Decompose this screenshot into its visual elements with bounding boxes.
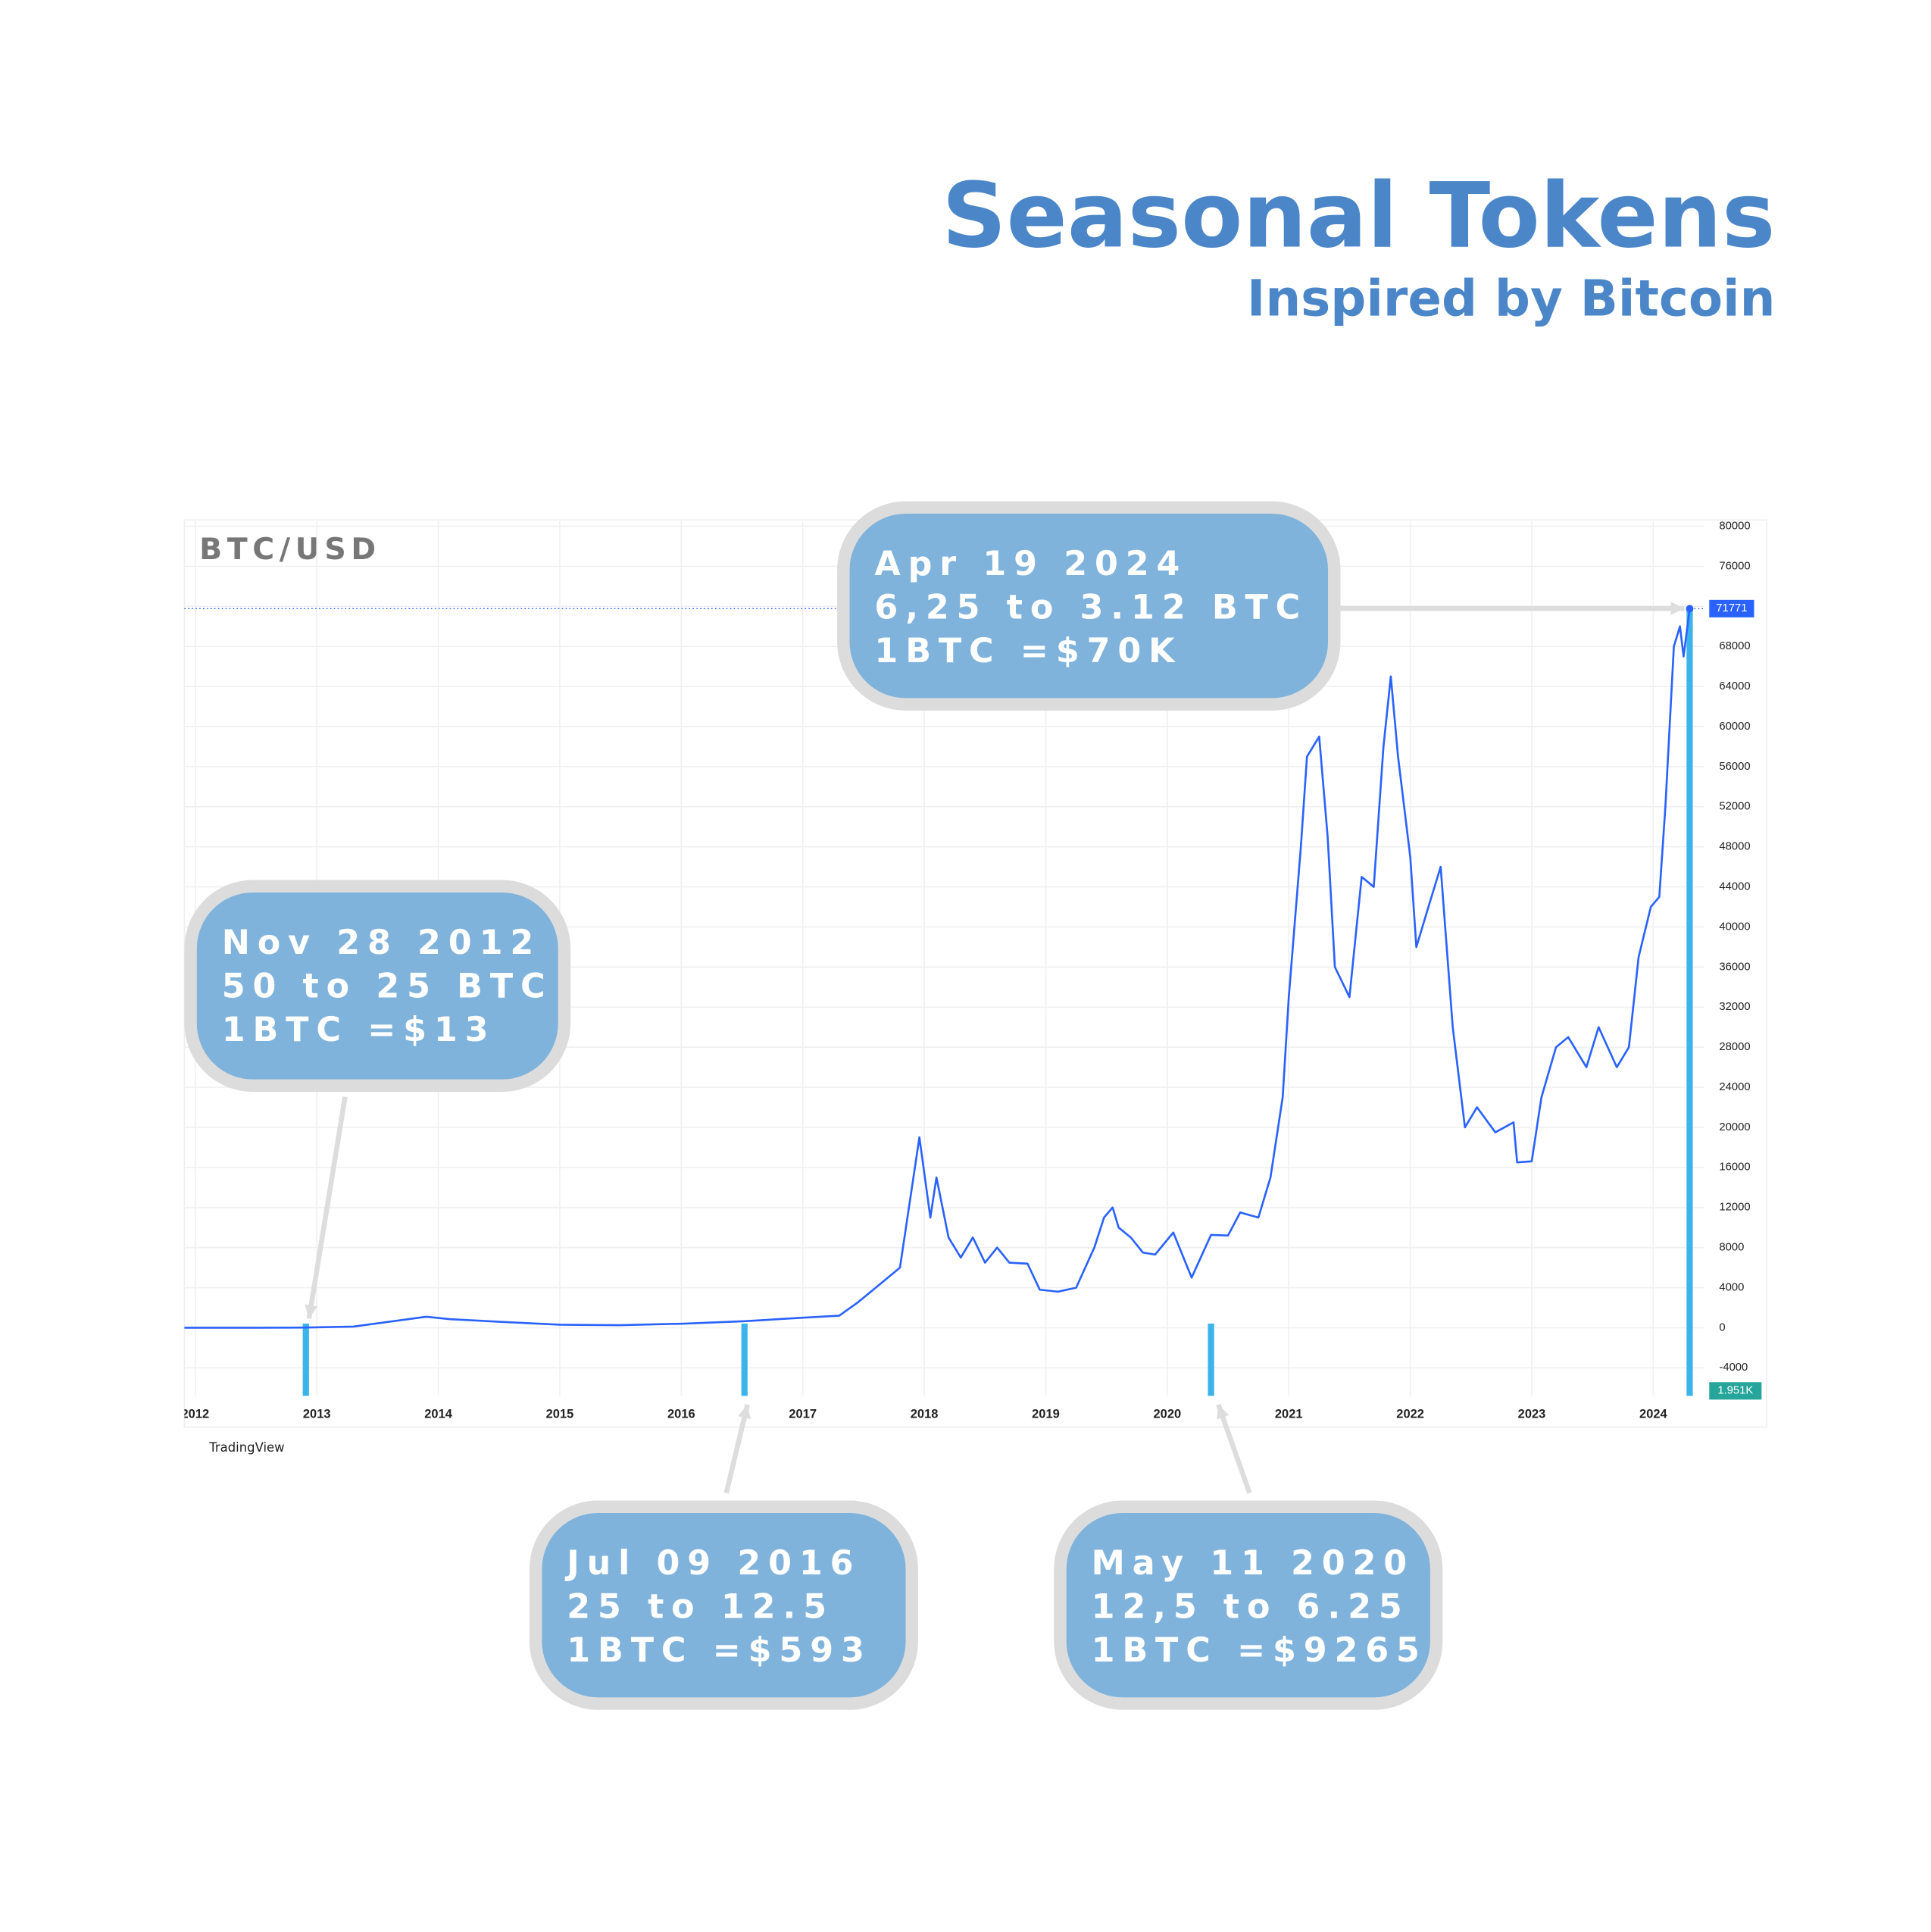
x-tick-label: 2022 [1396, 1407, 1424, 1421]
last-price-tag [1709, 599, 1754, 617]
y-tick-label: 8000 [1719, 1242, 1744, 1254]
annotation-box [184, 880, 571, 1093]
last-point [1686, 605, 1694, 613]
annotation-text: Jul 09 2016 [564, 1544, 861, 1583]
y-tick-label: -4000 [1719, 1361, 1748, 1374]
y-tick-label: 20000 [1719, 1121, 1750, 1133]
annotation-text: 50 to 25 BTC [222, 968, 553, 1006]
y-tick-label: 56000 [1719, 761, 1750, 773]
x-tick-label: 2021 [1275, 1407, 1303, 1421]
y-tick-label: 44000 [1719, 880, 1750, 893]
y-tick-label: 80000 [1719, 520, 1750, 532]
subtitle: Inspired by Bitcoin [1247, 270, 1776, 328]
halving-marker [1686, 608, 1693, 1396]
last-price-label: 71771 [1716, 602, 1747, 614]
annotation-text: 25 to 12.5 [567, 1588, 834, 1627]
annotation-text: 6,25 to 3.12 BTC [874, 589, 1308, 627]
price-line [184, 608, 1691, 1329]
y-tick-label: 4000 [1719, 1281, 1744, 1293]
x-tick-label: 2015 [546, 1407, 574, 1421]
x-tick-label: 2016 [667, 1407, 695, 1421]
y-tick-label: 40000 [1719, 921, 1750, 933]
annotation-text: Nov 28 2012 [222, 924, 541, 962]
annotation-text: 1BTC =$13 [222, 1011, 496, 1049]
annotation-text: 12,5 to 6.25 [1092, 1588, 1410, 1627]
y-tick-label: 32000 [1719, 1001, 1750, 1013]
annotation-text: 1BTC =$593 [567, 1631, 871, 1670]
volume-label: 1.951K [1717, 1385, 1753, 1397]
x-tick-label: 2013 [303, 1407, 331, 1421]
y-tick-label: 60000 [1719, 721, 1750, 733]
y-tick-label: 76000 [1719, 560, 1750, 572]
x-tick-label: 2024 [1639, 1407, 1667, 1421]
annotation-text: Apr 19 2024 [874, 545, 1187, 583]
annotation-text: 1BTC =$70K [874, 632, 1182, 671]
arrow-head [305, 1304, 318, 1319]
x-tick-label: 2012 [182, 1407, 210, 1421]
symbol: BTC/USD [199, 532, 381, 567]
annotation-arrow [723, 1404, 750, 1494]
arrow-head [1670, 602, 1685, 615]
y-tick-label: 36000 [1719, 961, 1750, 973]
annotation-arrow [306, 1096, 348, 1319]
y-tick-label: 68000 [1719, 640, 1750, 652]
annotation-box [1054, 1500, 1443, 1710]
x-tick-label: 2023 [1518, 1407, 1546, 1421]
halving-marker [1208, 1323, 1214, 1396]
title: Seasonal Tokens [942, 163, 1775, 267]
x-tick-label: 2018 [911, 1407, 939, 1421]
y-tick-label: 0 [1719, 1321, 1725, 1333]
annotation-text: 1BTC =$9265 [1092, 1631, 1427, 1670]
y-tick-label: 48000 [1719, 841, 1750, 853]
x-axis: 2012 2013 2014 2015 2016 2017 2018 2019 2020 2021… [182, 1407, 1667, 1421]
watermark: TradingView [208, 1440, 284, 1455]
annotation-box [837, 501, 1341, 711]
x-tick-label: 2019 [1032, 1407, 1060, 1421]
x-tick-label: 2017 [789, 1407, 817, 1421]
x-tick-label: 2014 [424, 1407, 452, 1421]
halving-marker [302, 1323, 309, 1396]
arrow-head [738, 1404, 751, 1420]
y-tick-label: 28000 [1719, 1041, 1750, 1053]
y-tick-label: 12000 [1719, 1202, 1750, 1214]
y-tick-label: 24000 [1719, 1081, 1750, 1093]
y-tick-label: 16000 [1719, 1161, 1750, 1174]
annotation-text: May 11 2020 [1092, 1544, 1414, 1583]
x-tick-label: 2020 [1154, 1407, 1182, 1421]
y-tick-label: 64000 [1719, 680, 1750, 692]
halving-marker [741, 1323, 748, 1396]
annotation-arrow [1216, 1403, 1252, 1494]
arrow-head [1217, 1404, 1230, 1420]
y-tick-label: 52000 [1719, 801, 1750, 813]
volume-tag [1709, 1382, 1762, 1400]
annotation-box [529, 1500, 919, 1710]
